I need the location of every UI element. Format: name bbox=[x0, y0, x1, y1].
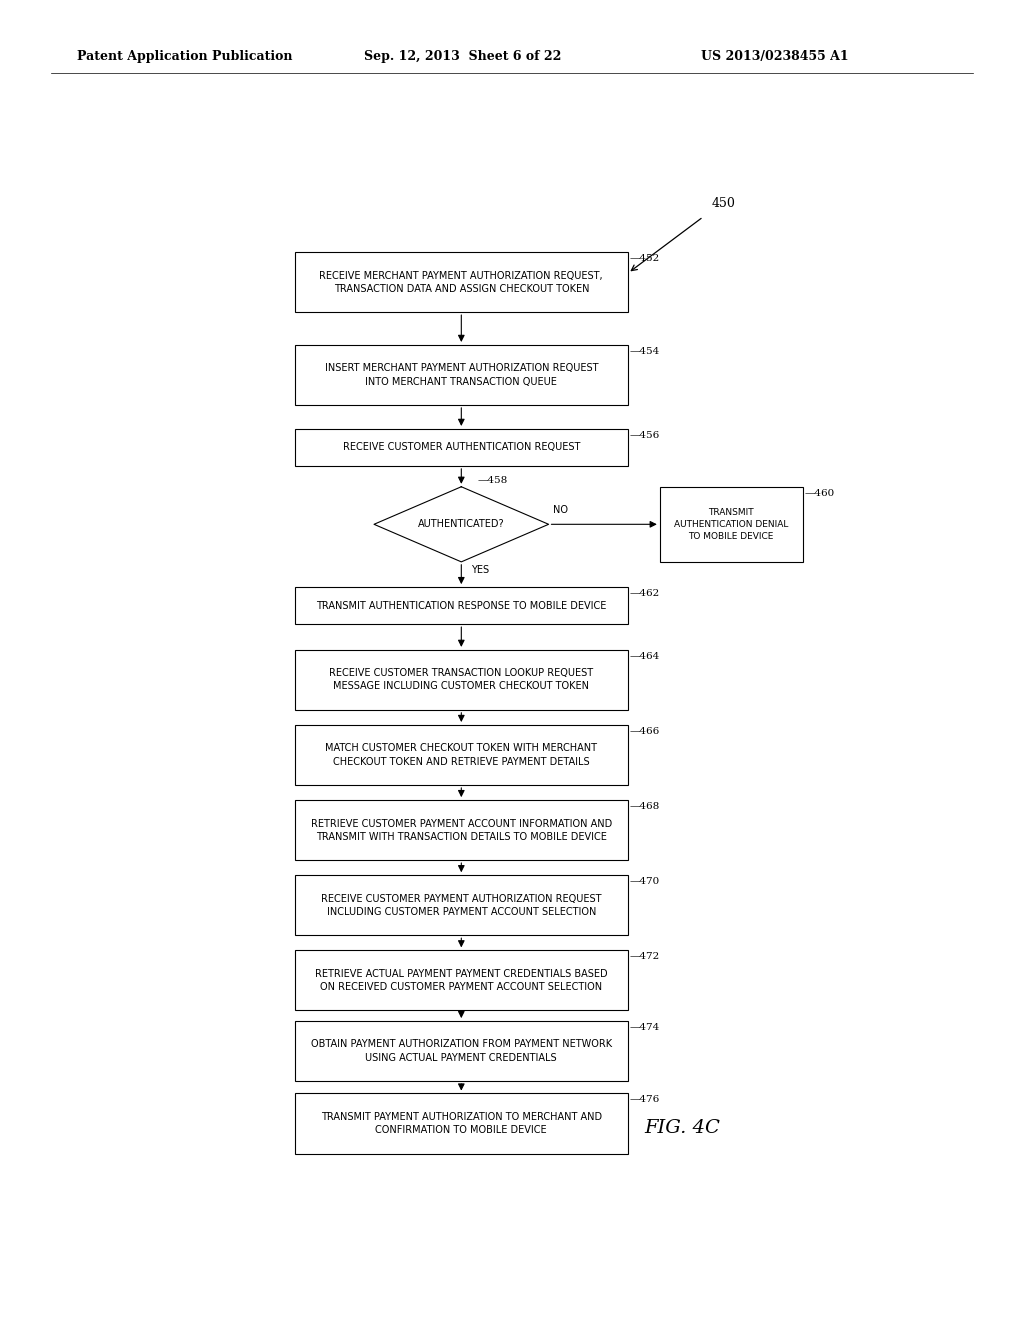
Text: —454: —454 bbox=[630, 347, 659, 355]
Bar bbox=[295, 875, 628, 936]
Text: RECEIVE CUSTOMER PAYMENT AUTHORIZATION REQUEST
INCLUDING CUSTOMER PAYMENT ACCOUN: RECEIVE CUSTOMER PAYMENT AUTHORIZATION R… bbox=[322, 894, 601, 917]
Text: —458: —458 bbox=[477, 477, 508, 484]
Text: —472: —472 bbox=[630, 952, 659, 961]
Text: —470: —470 bbox=[630, 876, 659, 886]
Text: Sep. 12, 2013  Sheet 6 of 22: Sep. 12, 2013 Sheet 6 of 22 bbox=[364, 50, 561, 63]
Text: YES: YES bbox=[471, 565, 489, 576]
Text: MATCH CUSTOMER CHECKOUT TOKEN WITH MERCHANT
CHECKOUT TOKEN AND RETRIEVE PAYMENT : MATCH CUSTOMER CHECKOUT TOKEN WITH MERCH… bbox=[326, 743, 597, 767]
Text: —462: —462 bbox=[630, 589, 659, 598]
Text: —476: —476 bbox=[630, 1096, 659, 1105]
Text: RETRIEVE ACTUAL PAYMENT PAYMENT CREDENTIALS BASED
ON RECEIVED CUSTOMER PAYMENT A: RETRIEVE ACTUAL PAYMENT PAYMENT CREDENTI… bbox=[315, 969, 607, 991]
Text: INSERT MERCHANT PAYMENT AUTHORIZATION REQUEST
INTO MERCHANT TRANSACTION QUEUE: INSERT MERCHANT PAYMENT AUTHORIZATION RE… bbox=[325, 363, 598, 387]
Text: Patent Application Publication: Patent Application Publication bbox=[77, 50, 292, 63]
Text: TRANSMIT PAYMENT AUTHORIZATION TO MERCHANT AND
CONFIRMATION TO MOBILE DEVICE: TRANSMIT PAYMENT AUTHORIZATION TO MERCHA… bbox=[321, 1111, 602, 1135]
Bar bbox=[659, 487, 803, 562]
Text: —452: —452 bbox=[630, 253, 659, 263]
Text: OBTAIN PAYMENT AUTHORIZATION FROM PAYMENT NETWORK
USING ACTUAL PAYMENT CREDENTIA: OBTAIN PAYMENT AUTHORIZATION FROM PAYMEN… bbox=[310, 1039, 612, 1063]
Bar bbox=[295, 1093, 628, 1154]
Text: US 2013/0238455 A1: US 2013/0238455 A1 bbox=[701, 50, 849, 63]
Bar bbox=[295, 429, 628, 466]
Text: RECEIVE CUSTOMER AUTHENTICATION REQUEST: RECEIVE CUSTOMER AUTHENTICATION REQUEST bbox=[343, 442, 580, 453]
Text: RETRIEVE CUSTOMER PAYMENT ACCOUNT INFORMATION AND
TRANSMIT WITH TRANSACTION DETA: RETRIEVE CUSTOMER PAYMENT ACCOUNT INFORM… bbox=[310, 818, 612, 842]
Text: RECEIVE CUSTOMER TRANSACTION LOOKUP REQUEST
MESSAGE INCLUDING CUSTOMER CHECKOUT : RECEIVE CUSTOMER TRANSACTION LOOKUP REQU… bbox=[330, 668, 593, 692]
Bar bbox=[295, 725, 628, 785]
Text: TRANSMIT AUTHENTICATION RESPONSE TO MOBILE DEVICE: TRANSMIT AUTHENTICATION RESPONSE TO MOBI… bbox=[316, 601, 606, 611]
Bar bbox=[295, 587, 628, 624]
Text: AUTHENTICATED?: AUTHENTICATED? bbox=[418, 519, 505, 529]
Text: FIG. 4C: FIG. 4C bbox=[644, 1119, 720, 1137]
Polygon shape bbox=[374, 487, 549, 562]
Text: —466: —466 bbox=[630, 727, 659, 735]
Text: 450: 450 bbox=[712, 197, 735, 210]
Text: —460: —460 bbox=[804, 488, 835, 498]
Text: —464: —464 bbox=[630, 652, 659, 660]
Bar bbox=[295, 252, 628, 313]
Text: —456: —456 bbox=[630, 430, 659, 440]
Bar bbox=[295, 1020, 628, 1081]
Bar bbox=[295, 649, 628, 710]
Bar bbox=[295, 950, 628, 1010]
Bar bbox=[295, 800, 628, 861]
Bar bbox=[295, 345, 628, 405]
Text: NO: NO bbox=[553, 506, 567, 516]
Text: RECEIVE MERCHANT PAYMENT AUTHORIZATION REQUEST,
TRANSACTION DATA AND ASSIGN CHEC: RECEIVE MERCHANT PAYMENT AUTHORIZATION R… bbox=[319, 271, 603, 294]
Text: —468: —468 bbox=[630, 801, 659, 810]
Text: TRANSMIT
AUTHENTICATION DENIAL
TO MOBILE DEVICE: TRANSMIT AUTHENTICATION DENIAL TO MOBILE… bbox=[674, 508, 788, 541]
Text: —474: —474 bbox=[630, 1023, 659, 1032]
